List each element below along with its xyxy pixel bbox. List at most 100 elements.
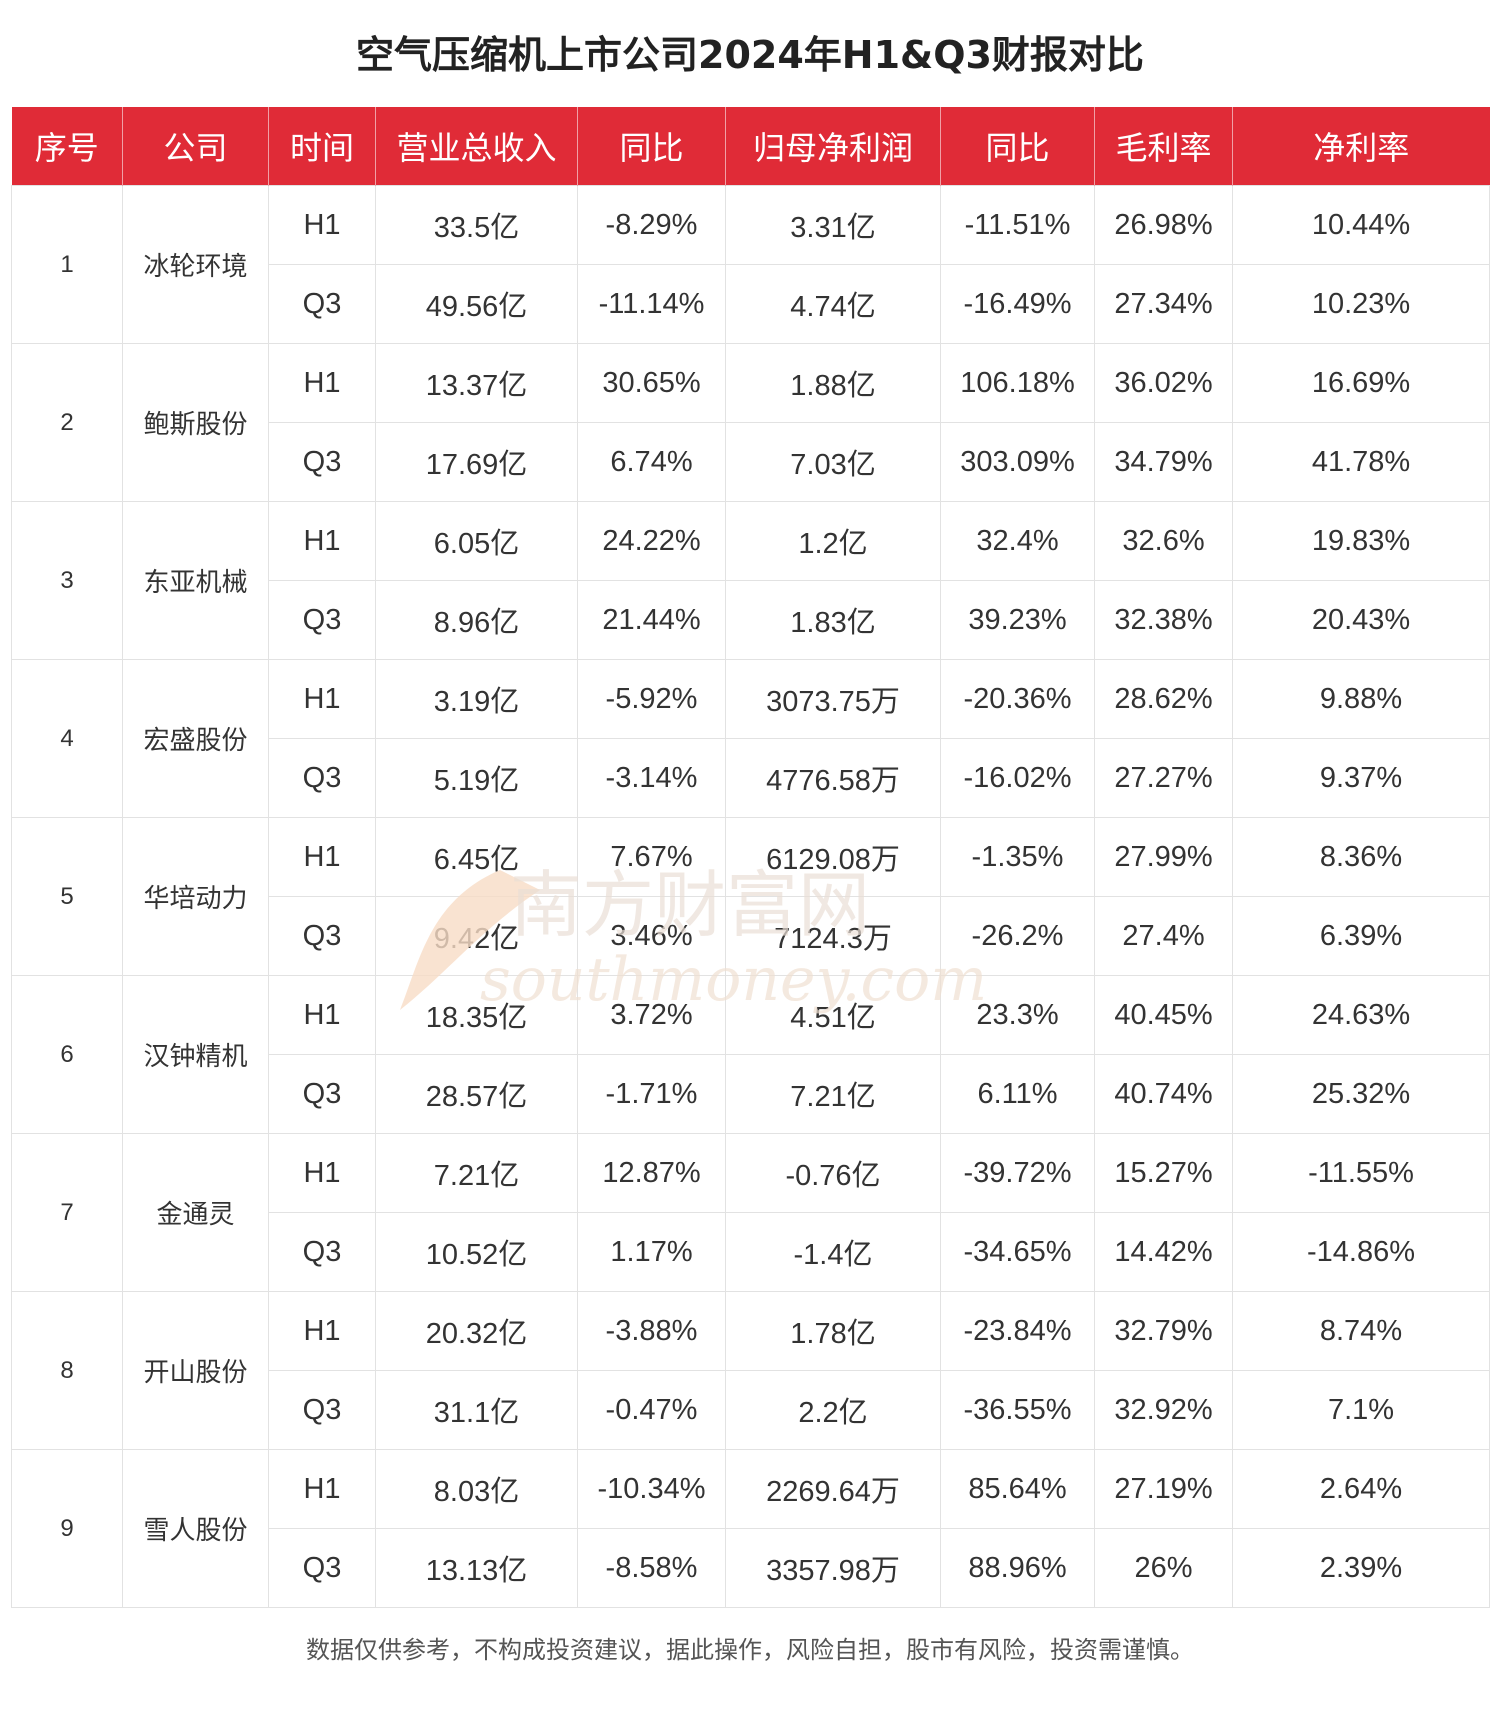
cell-gross-margin: 40.45% <box>1094 975 1233 1055</box>
cell-gross-margin: 27.34% <box>1094 264 1233 344</box>
cell-revenue-yoy: 30.65% <box>577 343 726 423</box>
cell-net-profit-yoy: -1.35% <box>940 817 1095 897</box>
cell-net-profit: 4.74亿 <box>725 264 941 344</box>
cell-period: H1 <box>268 659 376 739</box>
table-row: Q3 13.13亿 -8.58% 3357.98万 88.96% 26% 2.39% <box>12 1528 1490 1608</box>
cell-gross-margin: 27.99% <box>1094 817 1233 897</box>
cell-revenue-yoy: -0.47% <box>577 1370 726 1450</box>
page-title: 空气压缩机上市公司2024年H1&Q3财报对比 <box>356 33 1144 77</box>
cell-net-profit: 1.78亿 <box>725 1291 941 1371</box>
cell-revenue-yoy: -8.29% <box>577 185 726 265</box>
cell-index: 4 <box>11 659 123 818</box>
cell-revenue: 3.19亿 <box>375 659 578 739</box>
cell-period: Q3 <box>268 738 376 818</box>
cell-net-margin: 20.43% <box>1232 580 1490 660</box>
cell-company: 华培动力 <box>122 817 269 976</box>
cell-revenue: 7.21亿 <box>375 1133 578 1213</box>
cell-revenue-yoy: 21.44% <box>577 580 726 660</box>
cell-net-profit: 2.2亿 <box>725 1370 941 1450</box>
cell-net-margin: -11.55% <box>1232 1133 1490 1213</box>
cell-period: H1 <box>268 1133 376 1213</box>
cell-company: 汉钟精机 <box>122 975 269 1134</box>
cell-period: Q3 <box>268 264 376 344</box>
cell-revenue-yoy: -3.88% <box>577 1291 726 1371</box>
cell-net-margin: 9.88% <box>1232 659 1490 739</box>
cell-net-margin: 6.39% <box>1232 896 1490 976</box>
cell-revenue: 6.45亿 <box>375 817 578 897</box>
cell-gross-margin: 32.6% <box>1094 501 1233 581</box>
cell-revenue: 17.69亿 <box>375 422 578 502</box>
cell-net-margin: 2.39% <box>1232 1528 1490 1608</box>
cell-net-profit-yoy: -34.65% <box>940 1212 1095 1292</box>
cell-net-margin: 24.63% <box>1232 975 1490 1055</box>
cell-company: 雪人股份 <box>122 1449 269 1608</box>
cell-company: 开山股份 <box>122 1291 269 1450</box>
cell-period: Q3 <box>268 1528 376 1608</box>
cell-index: 2 <box>11 343 123 502</box>
cell-revenue: 8.96亿 <box>375 580 578 660</box>
cell-period: H1 <box>268 1449 376 1529</box>
table-row: Q3 28.57亿 -1.71% 7.21亿 6.11% 40.74% 25.32% <box>12 1054 1490 1134</box>
cell-gross-margin: 40.74% <box>1094 1054 1233 1134</box>
header-net-profit-yoy: 同比 <box>940 107 1095 186</box>
header-net-profit: 归母净利润 <box>725 107 941 186</box>
cell-revenue: 31.1亿 <box>375 1370 578 1450</box>
financial-comparison-table-container: 序号 公司 时间 营业总收入 同比 归母净利润 同比 毛利率 净利率 1 冰轮环境… <box>11 107 1490 1608</box>
cell-index: 5 <box>11 817 123 976</box>
cell-revenue-yoy: 7.67% <box>577 817 726 897</box>
table-row: 2 鲍斯股份 H1 13.37亿 30.65% 1.88亿 106.18% 36.02% 16.… <box>11 343 1490 502</box>
cell-gross-margin: 32.92% <box>1094 1370 1233 1450</box>
cell-company: 金通灵 <box>122 1133 269 1292</box>
header-company: 公司 <box>122 107 269 186</box>
cell-net-margin: 41.78% <box>1232 422 1490 502</box>
cell-gross-margin: 26% <box>1094 1528 1233 1608</box>
cell-revenue: 33.5亿 <box>375 185 578 265</box>
cell-net-margin: 10.44% <box>1232 185 1490 265</box>
cell-net-profit: 7124.3万 <box>725 896 941 976</box>
cell-net-profit-yoy: 39.23% <box>940 580 1095 660</box>
cell-gross-margin: 27.4% <box>1094 896 1233 976</box>
cell-index: 8 <box>11 1291 123 1450</box>
cell-gross-margin: 32.38% <box>1094 580 1233 660</box>
cell-gross-margin: 15.27% <box>1094 1133 1233 1213</box>
cell-net-profit: 3073.75万 <box>725 659 941 739</box>
cell-net-margin: 9.37% <box>1232 738 1490 818</box>
cell-revenue-yoy: -8.58% <box>577 1528 726 1608</box>
table-body: 1 冰轮环境 H1 33.5亿 -8.29% 3.31亿 -11.51% 26.98% 10.4… <box>11 185 1490 1608</box>
header-period: 时间 <box>268 107 376 186</box>
cell-net-profit: 2269.64万 <box>725 1449 941 1529</box>
cell-net-margin: 7.1% <box>1232 1370 1490 1450</box>
cell-net-profit: 1.2亿 <box>725 501 941 581</box>
table-row: Q3 8.96亿 21.44% 1.83亿 39.23% 32.38% 20.43% <box>12 580 1490 660</box>
cell-revenue: 6.05亿 <box>375 501 578 581</box>
cell-company: 鲍斯股份 <box>122 343 269 502</box>
cell-gross-margin: 27.19% <box>1094 1449 1233 1529</box>
cell-period: H1 <box>268 817 376 897</box>
cell-index: 3 <box>11 501 123 660</box>
cell-net-margin: -14.86% <box>1232 1212 1490 1292</box>
table-row: 1 冰轮环境 H1 33.5亿 -8.29% 3.31亿 -11.51% 26.98% 10.4… <box>11 185 1490 344</box>
cell-revenue: 9.42亿 <box>375 896 578 976</box>
header-revenue: 营业总收入 <box>375 107 578 186</box>
cell-revenue-yoy: 12.87% <box>577 1133 726 1213</box>
cell-net-profit-yoy: -11.51% <box>940 185 1095 265</box>
cell-period: H1 <box>268 1291 376 1371</box>
cell-net-margin: 10.23% <box>1232 264 1490 344</box>
financial-comparison-table: 序号 公司 时间 营业总收入 同比 归母净利润 同比 毛利率 净利率 1 冰轮环境… <box>11 107 1490 1608</box>
cell-net-margin: 8.74% <box>1232 1291 1490 1371</box>
cell-revenue: 8.03亿 <box>375 1449 578 1529</box>
cell-net-profit-yoy: -23.84% <box>940 1291 1095 1371</box>
table-row: 9 雪人股份 H1 8.03亿 -10.34% 2269.64万 85.64% 27.19% 2… <box>11 1449 1490 1608</box>
header-gross-margin: 毛利率 <box>1094 107 1233 186</box>
table-row: 8 开山股份 H1 20.32亿 -3.88% 1.78亿 -23.84% 32.79% 8.7… <box>11 1291 1490 1450</box>
table-row: Q3 10.52亿 1.17% -1.4亿 -34.65% 14.42% -14.86% <box>12 1212 1490 1292</box>
cell-gross-margin: 26.98% <box>1094 185 1233 265</box>
cell-company: 东亚机械 <box>122 501 269 660</box>
cell-revenue-yoy: -3.14% <box>577 738 726 818</box>
cell-revenue-yoy: 3.46% <box>577 896 726 976</box>
cell-net-profit: 1.83亿 <box>725 580 941 660</box>
cell-net-profit-yoy: 23.3% <box>940 975 1095 1055</box>
table-header-row: 序号 公司 时间 营业总收入 同比 归母净利润 同比 毛利率 净利率 <box>11 107 1490 186</box>
cell-net-margin: 2.64% <box>1232 1449 1490 1529</box>
cell-period: Q3 <box>268 422 376 502</box>
